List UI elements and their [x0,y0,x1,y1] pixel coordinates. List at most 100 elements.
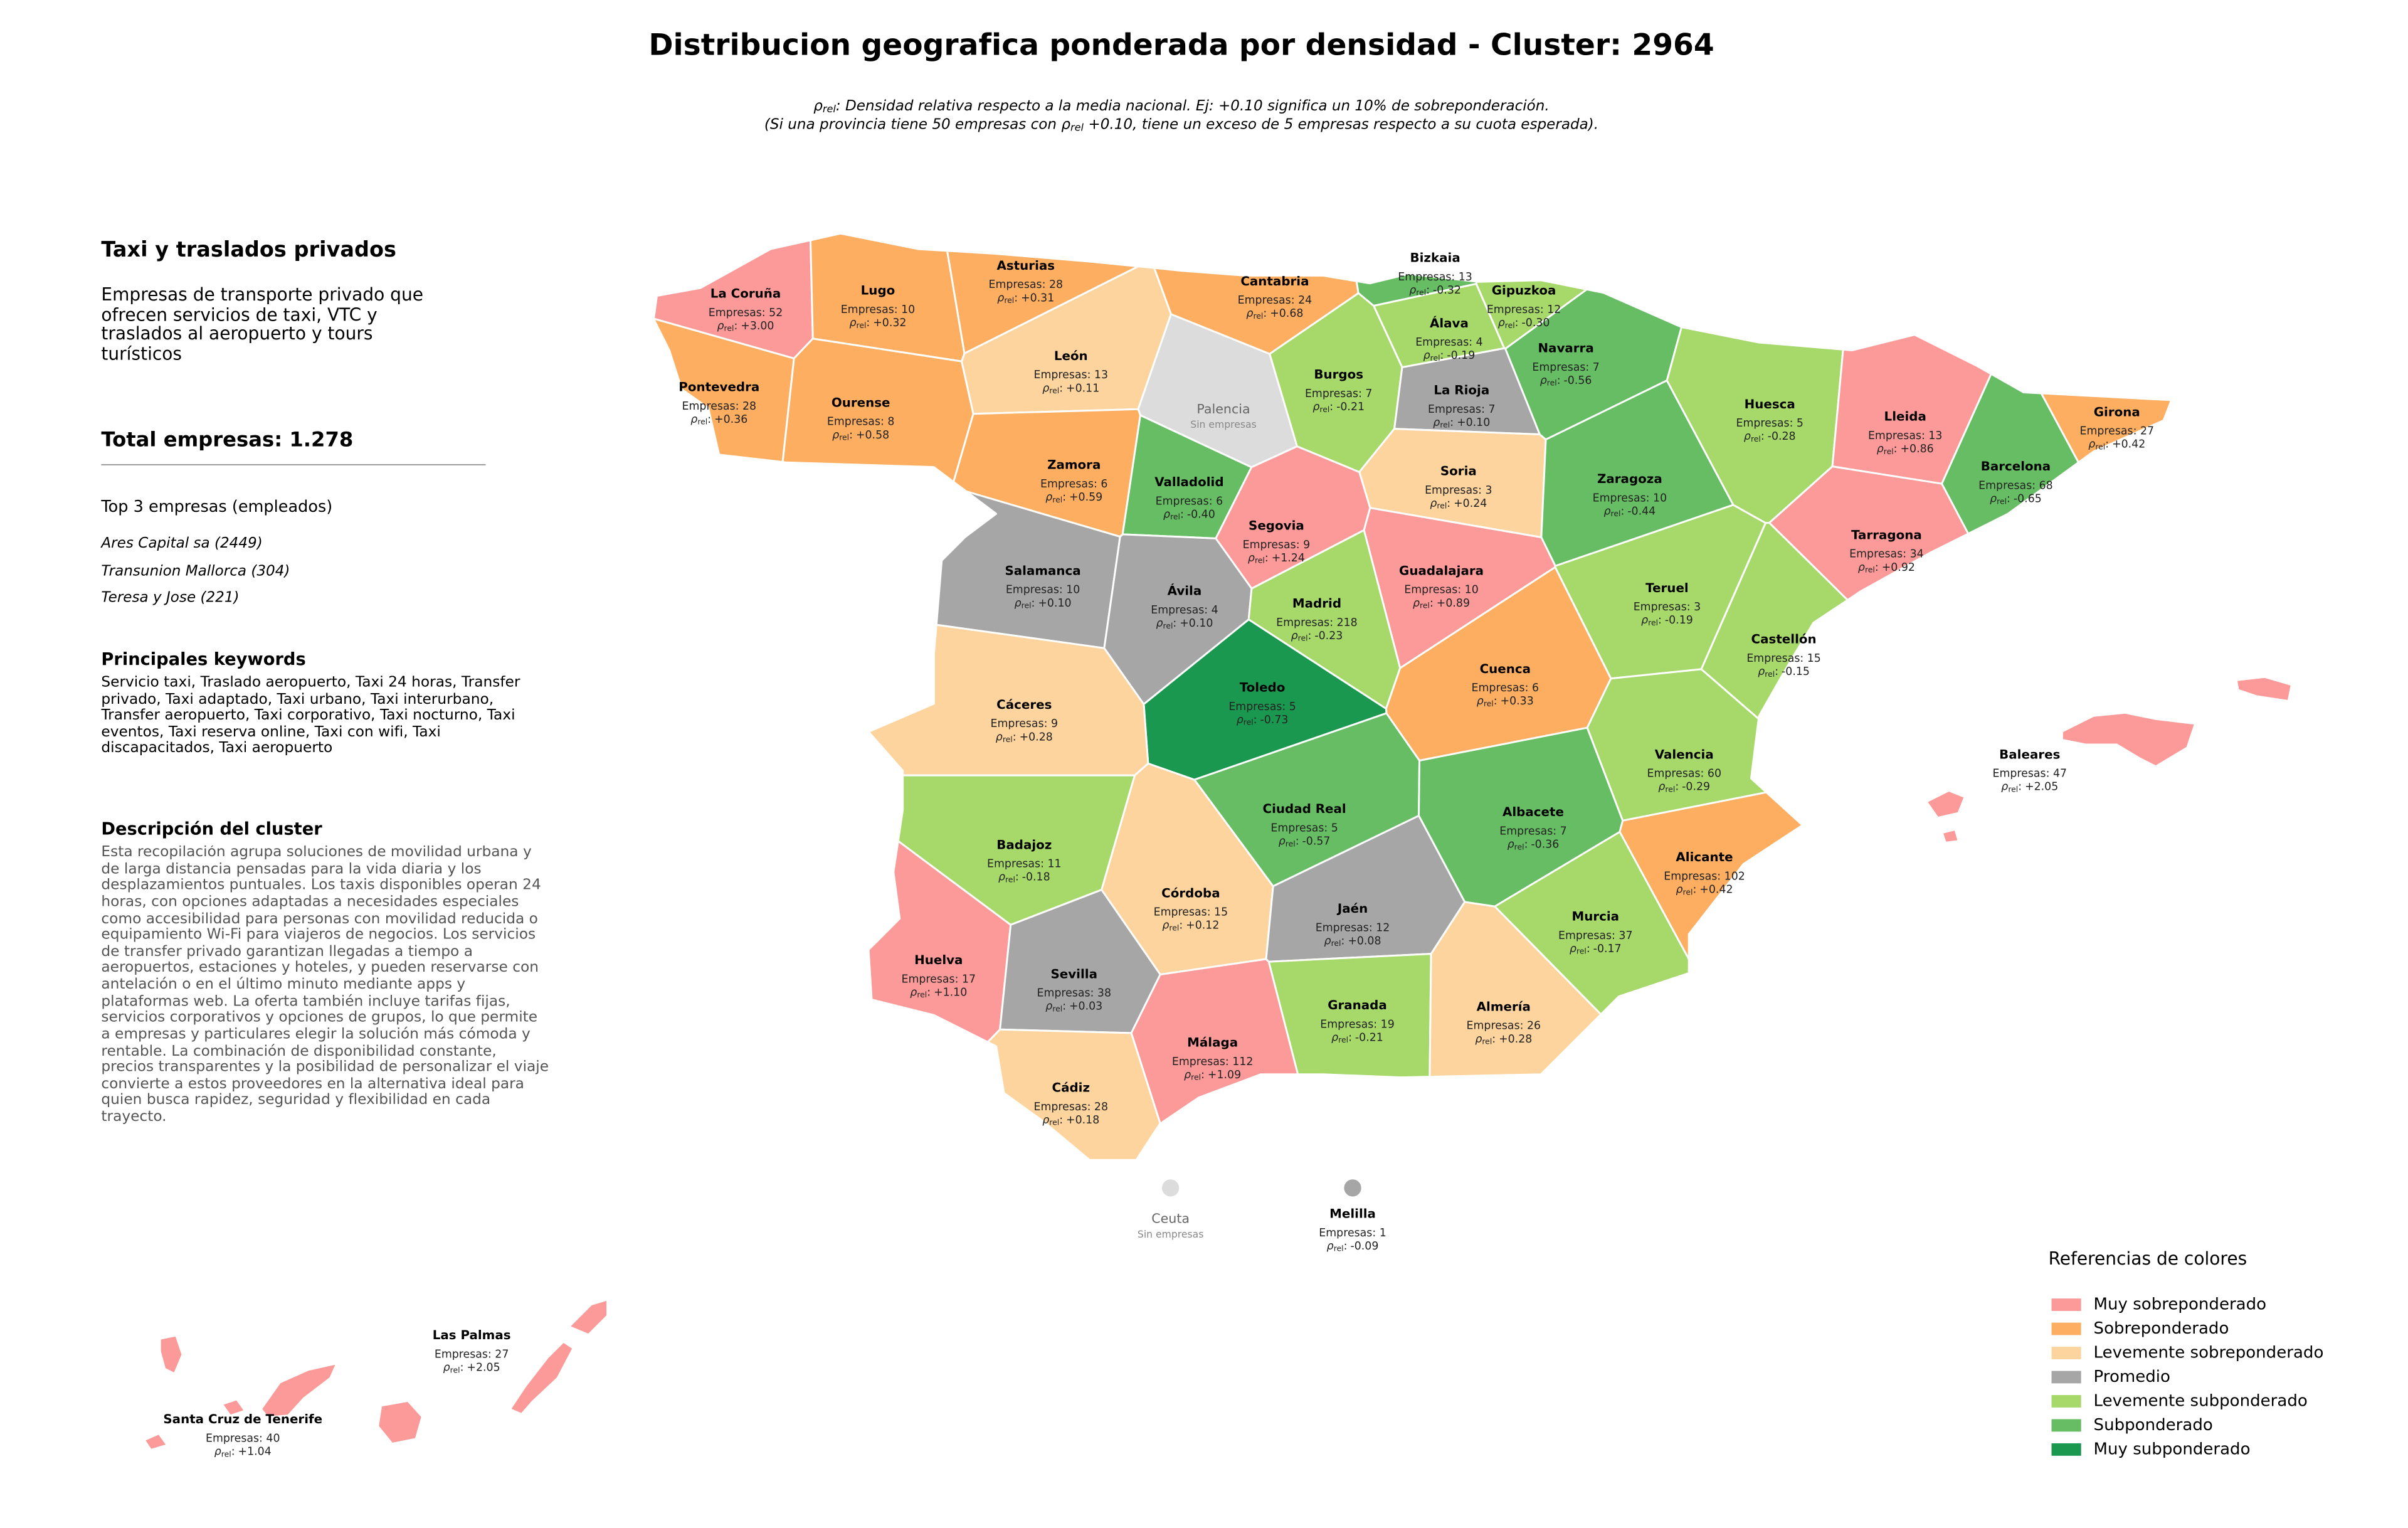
province-name: Castellón [1751,632,1817,647]
province-name: La Coruña [710,287,781,301]
province-rho: ρrel: +3.00 [717,320,774,332]
rho-symbol: ρ [1045,491,1052,504]
province-rho: ρrel: -0.56 [1540,374,1592,387]
cluster-heading: Descripción del cluster [101,819,322,839]
province-rho: ρrel: -0.18 [998,871,1050,884]
province-rho: ρrel: +0.32 [849,317,906,329]
province-name: León [1054,349,1088,363]
rho-subscript: rel [450,1365,460,1374]
province-name: Melilla [1329,1207,1376,1221]
rho-symbol: ρ [443,1362,450,1374]
panel-description: Empresas de transporte privado que ofrec… [101,286,423,364]
rho-subscript: rel [221,1449,231,1458]
island-shape [1941,829,1959,843]
province-count: Empresas: 40 [206,1433,280,1445]
island-shape [159,1335,183,1374]
rho-symbol: ρ [1042,382,1049,395]
rho-symbol: ρ [832,429,839,442]
province-count: Empresas: 6 [1472,682,1539,694]
top-company: Ares Capital sa (2449) [100,535,262,551]
rho-separator: : [927,986,931,999]
province-shape [653,317,795,463]
province-name: Granada [1328,998,1387,1012]
province-name: Salamanca [1005,563,1080,578]
province-name: Teruel [1645,581,1689,595]
legend-swatch [2051,1322,2081,1335]
province-name: Toledo [1240,681,1286,695]
rho-value: +0.28 [1020,731,1053,743]
province-rho: ρrel: +0.42 [1676,884,1733,896]
rho-value: -0.19 [1447,349,1475,362]
rho-symbol: ρ [1540,374,1547,387]
rho-separator: : [1494,695,1497,708]
rho-separator: : [1348,1031,1352,1044]
rho-symbol: ρ [1433,416,1440,429]
legend-label: Muy subponderado [2094,1440,2251,1458]
province-count: Empresas: 52 [709,307,783,319]
rho-symbol: ρ [1162,920,1169,932]
rho-separator: : [1059,382,1063,395]
total: Total empresas: 1.278 [101,427,353,451]
province-count: Empresas: 28 [989,279,1064,291]
rho-symbol: ρ [1248,552,1255,565]
rho-separator: : [1201,1069,1205,1081]
rho-value: -0.44 [1627,505,1656,517]
province-name: Guadalajara [1399,563,1484,578]
province-rho: ρrel: +0.31 [997,292,1054,304]
province-rho: ρrel: -0.32 [1409,284,1461,297]
rho-symbol: ρ [1324,935,1331,947]
province-name: Badajoz [996,837,1052,852]
rho-symbol: ρ [1658,781,1665,793]
province-count: Empresas: 12 [1487,304,1561,316]
rho-separator: : [1254,714,1257,726]
rho-symbol: ρ [998,871,1005,884]
province-name: Jaén [1336,901,1368,916]
rho-value: +0.32 [873,317,906,329]
province-rho: ρrel: -0.36 [1508,839,1560,851]
rho-subscript: rel [1334,1243,1344,1253]
province-rho: ρrel: -0.29 [1658,781,1710,793]
rho-separator: : [1296,836,1299,848]
rho-symbol: ρ [997,292,1004,304]
province-name: Huesca [1745,397,1795,411]
rho-value: +0.86 [1901,443,1934,455]
rho-value: -0.73 [1260,714,1289,726]
rho-symbol: ρ [1990,493,1997,506]
island-shape [2061,712,2196,767]
province-rho: ρrel: +0.28 [1475,1033,1532,1046]
rho-symbol: ρ [849,317,856,329]
rho-value: +3.00 [741,320,774,332]
legend-swatch [2051,1443,2081,1456]
rho-subscript: rel [1576,946,1587,955]
province-count: Empresas: 10 [1593,492,1667,504]
province-rho: ρrel: +0.03 [1045,1000,1102,1013]
rho-symbol: ρ [1570,943,1576,955]
province-rho: ρrel: -0.65 [1990,493,2042,506]
rho-value: +1.04 [238,1446,272,1458]
rho-separator: : [866,317,870,329]
rho-separator: : [1062,1000,1066,1013]
province-rho: ρrel: +0.08 [1324,935,1381,947]
top-company: Teresa y Jose (221) [101,590,239,606]
info-panel: Taxi y traslados privados Empresas de tr… [100,237,549,1125]
rho-subscript: rel [857,320,867,329]
province-count: Empresas: 10 [1006,584,1080,597]
province-rho: ρrel: -0.57 [1279,836,1331,848]
province-rho: ρrel: +1.09 [1184,1069,1241,1081]
province-name: Segovia [1249,518,1304,533]
rho-value: +0.89 [1437,597,1470,610]
province-count: Empresas: 6 [1156,495,1223,507]
rho-separator: : [460,1362,464,1374]
province-name: Lugo [861,284,895,298]
rho-value: +0.92 [1882,561,1915,574]
rho-symbol: ρ [1508,839,1514,851]
rho-separator: : [707,413,711,426]
rho-symbol: ρ [996,731,1003,743]
province-count: Empresas: 28 [682,400,757,413]
province-rho: ρrel: +0.42 [2088,438,2145,451]
province-rho: ρrel: +0.68 [1246,307,1303,320]
province-rho: ρrel: +0.92 [1858,561,1915,574]
rho-subscript: rel [1004,295,1014,305]
